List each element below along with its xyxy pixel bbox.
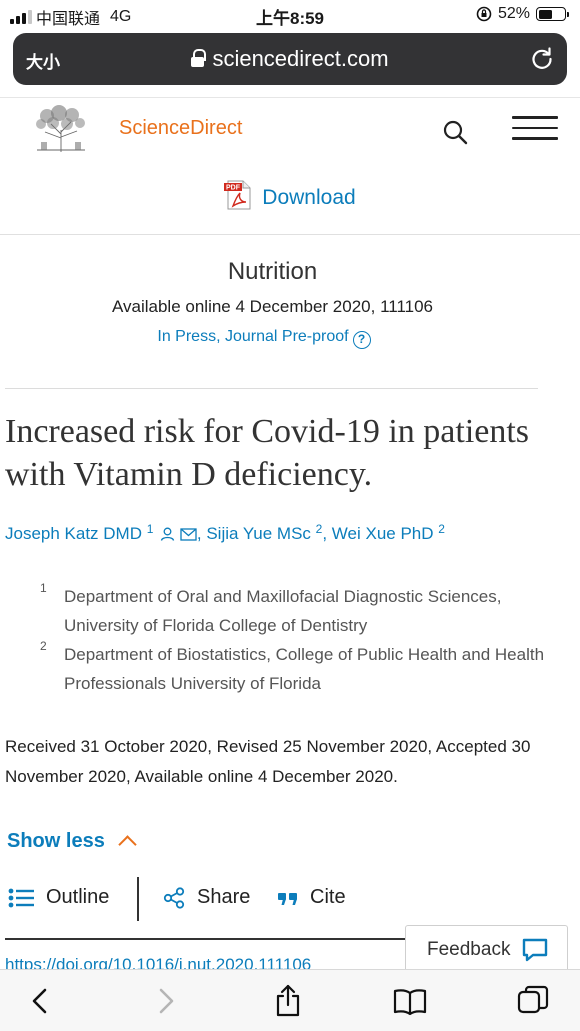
share-button[interactable]: Share bbox=[163, 886, 250, 909]
affiliation-item: 1 Department of Oral and Maxillofacial D… bbox=[40, 581, 560, 640]
envelope-icon[interactable] bbox=[180, 528, 197, 541]
author-list: Joseph Katz DMD 1 , Sijia Yue MSc 2, Wei… bbox=[5, 522, 445, 543]
orientation-lock-icon bbox=[476, 6, 492, 22]
battery-icon bbox=[536, 7, 569, 21]
feedback-button[interactable]: Feedback bbox=[405, 925, 568, 970]
battery-percent: 52% bbox=[497, 5, 530, 22]
affiliation-number: 2 bbox=[40, 639, 47, 653]
address-bar[interactable]: 大小 sciencedirect.com bbox=[13, 33, 567, 85]
brand-name[interactable]: ScienceDirect bbox=[119, 117, 243, 139]
author-link[interactable]: Joseph Katz DMD 1 bbox=[5, 522, 154, 543]
doi-link[interactable]: https://doi.org/10.1016/j.nut.2020.11110… bbox=[5, 955, 312, 969]
affiliation-text: Department of Biostatistics, College of … bbox=[64, 645, 545, 693]
article-actions: Outline Share Cite bbox=[0, 877, 580, 921]
pdf-icon: PDF bbox=[224, 180, 251, 210]
share-sheet-icon[interactable] bbox=[271, 984, 305, 1018]
search-icon[interactable] bbox=[442, 119, 468, 145]
elsevier-logo-icon[interactable] bbox=[33, 104, 89, 154]
quote-icon bbox=[278, 892, 297, 905]
cite-button[interactable]: Cite bbox=[278, 886, 346, 909]
cite-label: Cite bbox=[310, 886, 346, 908]
network-label: 4G bbox=[110, 8, 132, 25]
text-size-button[interactable]: 大小 bbox=[26, 53, 60, 72]
battery-fill bbox=[538, 9, 552, 19]
affiliation-item: 2 Department of Biostatistics, College o… bbox=[40, 639, 560, 698]
carrier-label: 中国联通 bbox=[36, 11, 101, 28]
divider bbox=[5, 938, 405, 940]
forward-arrow-icon[interactable] bbox=[148, 984, 182, 1018]
reload-icon[interactable] bbox=[529, 45, 555, 71]
browser-toolbar bbox=[0, 969, 580, 1031]
author-link[interactable]: Wei Xue PhD 2 bbox=[331, 522, 445, 543]
outline-label: Outline bbox=[46, 886, 110, 908]
lock-icon bbox=[191, 49, 207, 67]
share-label: Share bbox=[197, 886, 251, 908]
tabs-icon[interactable] bbox=[516, 984, 550, 1018]
url-text: sciencedirect.com bbox=[212, 46, 389, 71]
in-press-link[interactable]: In Press, Journal Pre-proof? bbox=[0, 328, 528, 349]
download-label: Download bbox=[262, 186, 356, 209]
share-icon bbox=[163, 886, 185, 909]
show-less-button[interactable]: Show less bbox=[7, 830, 137, 854]
journal-name[interactable]: Nutrition bbox=[227, 258, 318, 285]
pdf-badge: PDF bbox=[226, 185, 241, 192]
available-online: Available online 4 December 2020, 111106 bbox=[111, 297, 434, 316]
chat-bubble-icon bbox=[522, 938, 548, 962]
help-icon[interactable]: ? bbox=[352, 331, 371, 349]
status-right: 52% bbox=[476, 5, 569, 23]
menu-icon[interactable] bbox=[512, 116, 558, 142]
url-field[interactable]: sciencedirect.com bbox=[13, 46, 567, 72]
status-time: 上午8:59 bbox=[255, 9, 325, 28]
affiliation-text: Department of Oral and Maxillofacial Dia… bbox=[64, 587, 502, 635]
status-left: 中国联通 4G bbox=[10, 5, 131, 29]
show-less-label: Show less bbox=[7, 830, 105, 852]
in-press-label: In Press, Journal Pre-proof bbox=[157, 328, 349, 345]
feedback-label: Feedback bbox=[427, 939, 511, 960]
article-title: Increased risk for Covid-19 in patients … bbox=[5, 413, 530, 493]
divider bbox=[5, 388, 538, 389]
signal-icon bbox=[10, 10, 32, 24]
back-arrow-icon[interactable] bbox=[24, 984, 58, 1018]
author-link[interactable]: Sijia Yue MSc 2 bbox=[206, 522, 323, 543]
affiliations: 1 Department of Oral and Maxillofacial D… bbox=[40, 581, 560, 698]
chevron-up-icon bbox=[118, 835, 137, 854]
outline-list-icon bbox=[8, 888, 34, 907]
affiliation-number: 1 bbox=[40, 581, 47, 595]
status-bar: 中国联通 4G 上午8:59 52% bbox=[0, 0, 580, 30]
person-icon[interactable] bbox=[160, 527, 175, 541]
bookmarks-book-icon[interactable] bbox=[393, 984, 427, 1018]
action-separator bbox=[137, 877, 139, 921]
article-history: Received 31 October 2020, Revised 25 Nov… bbox=[5, 737, 531, 786]
site-header: ScienceDirect PDF Download bbox=[0, 97, 580, 235]
download-button[interactable]: PDF Download bbox=[0, 180, 580, 210]
outline-button[interactable]: Outline bbox=[8, 886, 109, 909]
